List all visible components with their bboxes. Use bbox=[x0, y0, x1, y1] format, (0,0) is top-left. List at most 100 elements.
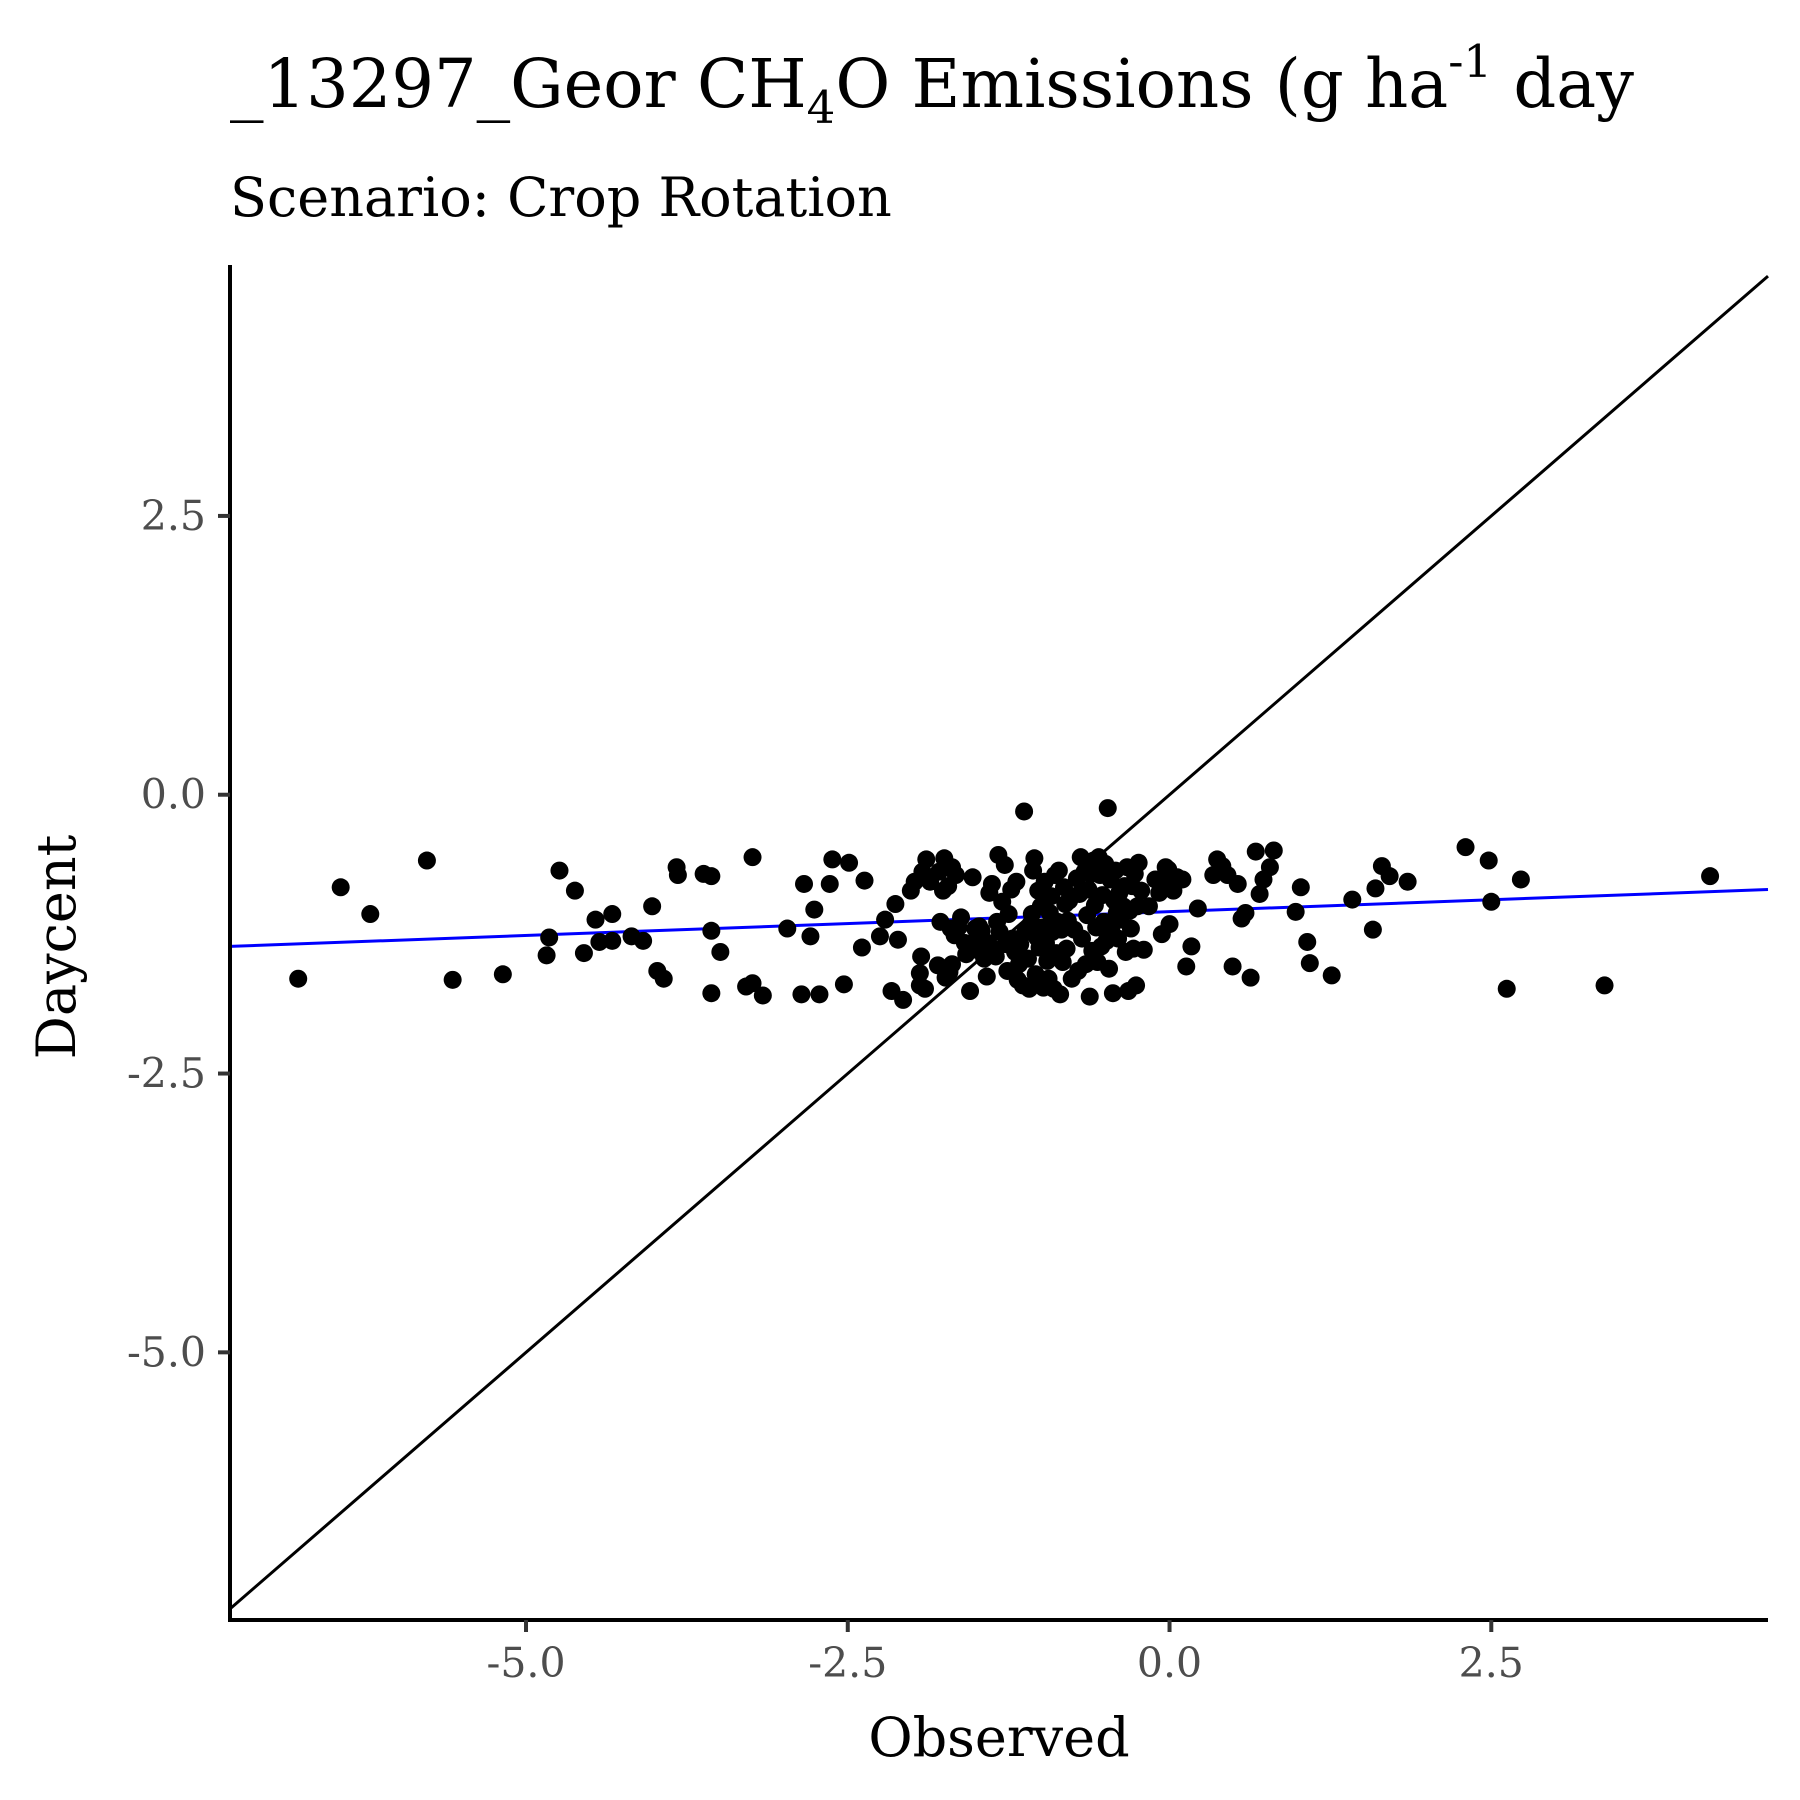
data-points bbox=[289, 799, 1720, 1009]
y-tick-label: 0.0 bbox=[141, 771, 206, 819]
x-tick-label: 0.0 bbox=[1137, 1639, 1202, 1687]
x-axis-title: Observed bbox=[868, 1706, 1129, 1769]
data-point bbox=[417, 851, 436, 870]
data-point bbox=[886, 895, 905, 914]
data-point bbox=[1250, 884, 1269, 903]
data-point bbox=[1103, 984, 1122, 1003]
data-point bbox=[702, 921, 721, 940]
data-point bbox=[820, 874, 839, 893]
data-point bbox=[1236, 903, 1255, 922]
data-point bbox=[1482, 892, 1501, 911]
data-point bbox=[711, 942, 730, 961]
data-point bbox=[702, 984, 721, 1003]
y-axis-title: Daycent bbox=[25, 834, 88, 1059]
data-point bbox=[1025, 849, 1044, 868]
x-axis-ticks: -5.0 -2.5 0.0 2.5 bbox=[486, 1620, 1524, 1687]
data-point bbox=[668, 866, 687, 885]
data-point bbox=[603, 905, 622, 924]
data-point bbox=[943, 955, 962, 974]
data-point bbox=[1511, 870, 1530, 889]
data-point bbox=[1182, 937, 1201, 956]
data-point bbox=[1398, 872, 1417, 891]
data-point bbox=[1223, 957, 1242, 976]
data-point bbox=[982, 874, 1001, 893]
data-point bbox=[590, 932, 609, 951]
chart-title-prefix: _13297_Geor CH bbox=[230, 45, 807, 123]
chart-title: _13297_Geor CH4O Emissions (g ha-1 day bbox=[230, 35, 1634, 134]
data-point bbox=[834, 975, 853, 994]
data-point bbox=[1366, 879, 1385, 898]
data-point bbox=[753, 986, 772, 1005]
data-point bbox=[1173, 870, 1192, 889]
data-point bbox=[912, 947, 931, 966]
data-point bbox=[1479, 851, 1498, 870]
data-point bbox=[963, 868, 982, 887]
data-point bbox=[1051, 985, 1070, 1004]
data-point bbox=[1073, 929, 1092, 948]
data-point bbox=[1701, 867, 1720, 886]
data-point bbox=[540, 928, 559, 947]
data-point bbox=[870, 927, 889, 946]
data-point bbox=[1343, 890, 1362, 909]
chart-subtitle: Scenario: Crop Rotation bbox=[230, 166, 892, 229]
data-point bbox=[1286, 902, 1305, 921]
data-point bbox=[1134, 940, 1153, 959]
x-tick-label: -5.0 bbox=[486, 1639, 565, 1687]
data-point bbox=[1098, 799, 1117, 818]
data-point bbox=[999, 905, 1018, 924]
data-point bbox=[876, 910, 895, 929]
data-point bbox=[1497, 979, 1516, 998]
data-point bbox=[986, 947, 1005, 966]
data-point bbox=[1139, 897, 1158, 916]
data-point bbox=[289, 969, 308, 988]
data-point bbox=[961, 982, 980, 1001]
data-point bbox=[1042, 887, 1061, 906]
data-point bbox=[1380, 867, 1399, 886]
data-point bbox=[1020, 979, 1039, 998]
y-tick-label: -2.5 bbox=[127, 1050, 206, 1098]
chart-title-subscript: 4 bbox=[807, 81, 836, 134]
data-point bbox=[743, 848, 762, 867]
data-point bbox=[795, 874, 814, 893]
data-point bbox=[852, 938, 871, 957]
data-point bbox=[1300, 954, 1319, 973]
data-point bbox=[1241, 968, 1260, 987]
data-point bbox=[643, 897, 662, 916]
data-point bbox=[1007, 872, 1026, 891]
chart-title-suffix: day bbox=[1492, 45, 1634, 123]
chart-title-superscript: -1 bbox=[1448, 35, 1492, 88]
data-point bbox=[995, 855, 1014, 874]
data-point bbox=[634, 931, 653, 950]
data-point bbox=[1298, 932, 1317, 951]
data-point bbox=[574, 944, 593, 963]
data-point bbox=[1057, 939, 1076, 958]
data-point bbox=[1228, 874, 1247, 893]
data-point bbox=[550, 861, 569, 880]
data-point bbox=[1595, 976, 1614, 995]
data-point bbox=[1456, 838, 1475, 857]
data-point bbox=[917, 850, 936, 869]
data-point bbox=[805, 900, 824, 919]
y-tick-label: -5.0 bbox=[127, 1328, 206, 1376]
data-point bbox=[493, 965, 512, 984]
data-point bbox=[1264, 841, 1283, 860]
data-point bbox=[1129, 853, 1148, 872]
data-point bbox=[1109, 929, 1128, 948]
x-tick-label: -2.5 bbox=[808, 1639, 887, 1687]
data-point bbox=[792, 985, 811, 1004]
data-point bbox=[1160, 915, 1179, 934]
data-point bbox=[331, 878, 350, 897]
data-point bbox=[1100, 959, 1119, 978]
data-point bbox=[1080, 987, 1099, 1006]
data-point bbox=[894, 990, 913, 1009]
data-point bbox=[823, 850, 842, 869]
data-point bbox=[1018, 949, 1037, 968]
data-point bbox=[1322, 966, 1341, 985]
data-point bbox=[586, 910, 605, 929]
data-point bbox=[810, 985, 829, 1004]
chart-title-middle: O Emissions (g ha bbox=[835, 45, 1448, 123]
data-point bbox=[1260, 858, 1279, 877]
data-point bbox=[840, 853, 859, 872]
